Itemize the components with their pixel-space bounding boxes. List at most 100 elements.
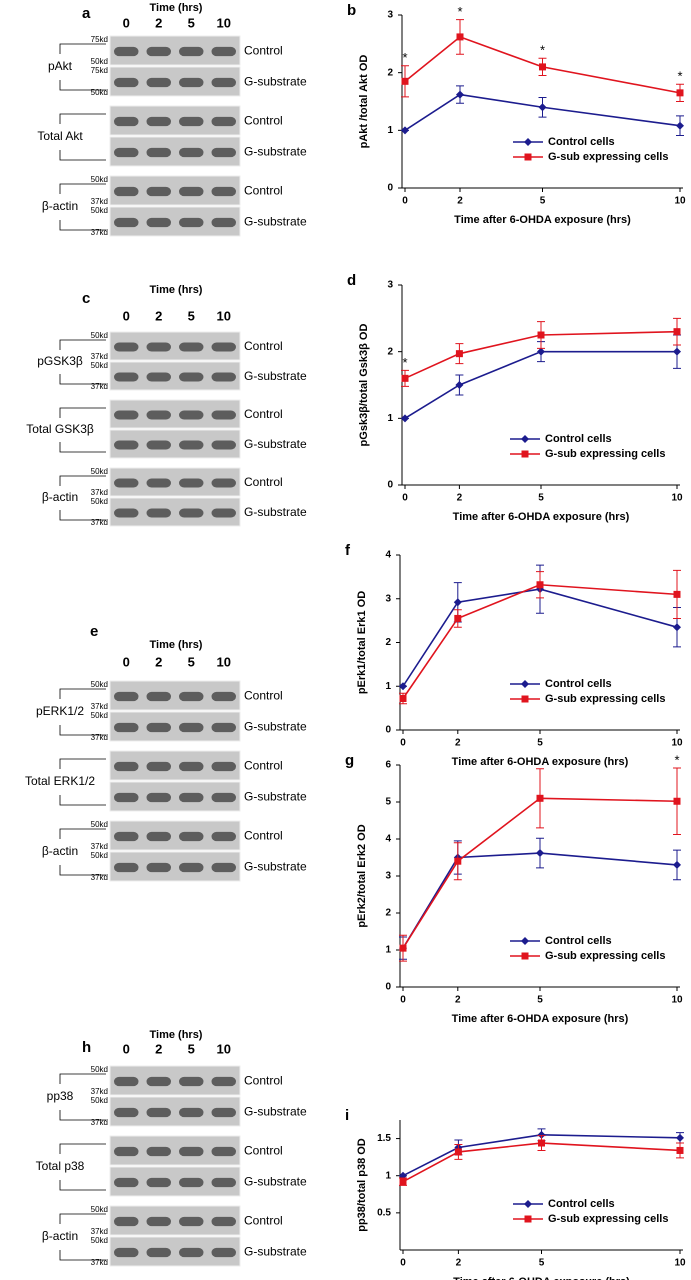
size-marker: 50kd (91, 1205, 108, 1214)
blot-band (179, 478, 204, 488)
size-marker: 75kd (91, 35, 108, 44)
blot-band (179, 217, 204, 228)
series-line (404, 330, 678, 380)
point (539, 63, 546, 71)
row-label: Control (244, 114, 283, 128)
panel-label: c (82, 290, 90, 307)
point (537, 331, 545, 339)
blot-band (114, 116, 139, 127)
legend-marker (521, 450, 529, 458)
lane-label: 2 (155, 15, 162, 30)
group-label: Total ERK1/2 (25, 774, 95, 788)
blot-band (114, 862, 139, 873)
x-tick-label: 5 (537, 995, 543, 1006)
x-tick-label: 5 (537, 738, 543, 749)
legend-label: G-sub expressing cells (545, 693, 665, 705)
lane-label: 10 (217, 15, 231, 30)
point (399, 1178, 407, 1186)
size-marker: 50kd (91, 820, 108, 829)
blot-band (179, 508, 204, 518)
x-tick-label: 10 (671, 493, 683, 504)
blot-band (211, 691, 236, 702)
legend-label: Control cells (548, 1198, 615, 1210)
blot-band (114, 1146, 139, 1157)
lane-label: 0 (123, 1041, 130, 1056)
size-marker: 50kd (91, 467, 108, 476)
legend-label: G-sub expressing cells (548, 151, 668, 163)
group-label: β-actin (42, 844, 78, 858)
blot-band (114, 147, 139, 158)
group-bracket (59, 183, 106, 231)
group-label: Total p38 (36, 1159, 85, 1173)
legend-marker (521, 695, 529, 703)
point (538, 103, 547, 112)
time-label: Time (hrs) (150, 1029, 203, 1041)
series-line (402, 1134, 681, 1177)
blot-band (114, 46, 139, 57)
blot-band (211, 1146, 236, 1157)
row-label: Control (244, 184, 283, 198)
size-marker: 50kd (91, 680, 108, 689)
point (455, 350, 463, 358)
y-tick-label: 4 (385, 834, 391, 845)
size-marker: 50kd (91, 497, 108, 506)
panel-label: d (347, 272, 356, 289)
point (455, 381, 464, 389)
row-label: Control (244, 44, 283, 58)
row-label: G-substrate (244, 145, 307, 159)
size-marker: 50kd (91, 1065, 108, 1074)
series-line (404, 36, 681, 94)
size-marker: 37kd (91, 1118, 108, 1127)
size-marker: 37kd (91, 382, 108, 391)
point (399, 682, 407, 691)
blot-band (179, 691, 204, 702)
blot-band (179, 440, 204, 450)
blot-band (179, 761, 204, 772)
annotation: * (402, 50, 407, 65)
y-tick-label: 1 (385, 681, 391, 692)
lane-label: 5 (188, 15, 195, 30)
blot-band (114, 478, 139, 488)
y-tick-label: 3 (385, 593, 391, 604)
blot-band (146, 147, 171, 158)
size-marker: 37kd (91, 842, 108, 851)
x-axis-label: Time after 6-OHDA exposure (hrs) (452, 1013, 629, 1025)
blot-band (146, 1216, 171, 1227)
point (536, 849, 544, 858)
y-tick-label: 0 (385, 982, 391, 993)
point (454, 614, 462, 622)
blot-band (146, 1076, 171, 1087)
legend-label: Control cells (545, 935, 612, 947)
blot-band (211, 46, 236, 57)
x-tick-label: 0 (402, 493, 408, 504)
blot-band (211, 372, 236, 382)
row-label: G-substrate (244, 215, 307, 229)
blot-band (114, 831, 139, 842)
blot-band (211, 186, 236, 197)
point (454, 1148, 462, 1156)
time-label: Time (hrs) (150, 2, 203, 14)
point (456, 90, 464, 99)
group-bracket (59, 688, 106, 736)
x-tick-label: 10 (674, 196, 686, 207)
blot-band (211, 792, 236, 803)
point (537, 347, 545, 356)
lane-label: 0 (123, 308, 130, 323)
blot-band (114, 440, 139, 450)
x-axis-label: Time after 6-OHDA exposure (hrs) (453, 1276, 630, 1280)
blot-band (114, 691, 139, 702)
blot-band (211, 478, 236, 488)
x-tick-label: 0 (400, 995, 406, 1006)
y-axis-label: pGsk3β/total Gsk3β OD (358, 324, 370, 447)
group-bracket (59, 339, 106, 385)
blot-band (211, 410, 236, 420)
legend-marker (521, 937, 529, 945)
legend-label: G-sub expressing cells (545, 950, 665, 962)
blot-band (211, 77, 236, 88)
blot-band (114, 186, 139, 197)
y-axis-label: pAkt /total Akt OD (358, 55, 370, 149)
x-tick-label: 5 (538, 493, 544, 504)
blot-band (146, 46, 171, 57)
x-tick-label: 2 (455, 995, 461, 1006)
